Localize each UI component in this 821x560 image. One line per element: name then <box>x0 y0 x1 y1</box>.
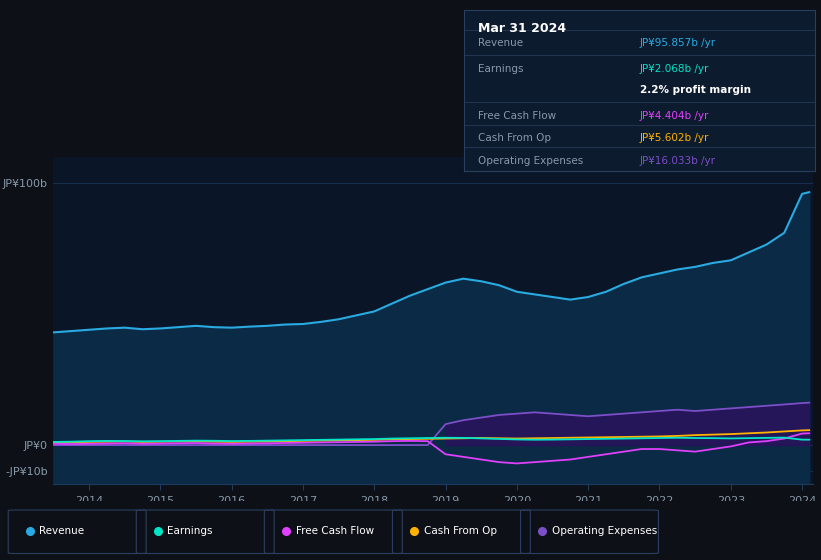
Text: 2.2% profit margin: 2.2% profit margin <box>640 85 750 95</box>
Text: JP¥5.602b /yr: JP¥5.602b /yr <box>640 133 709 143</box>
Text: Revenue: Revenue <box>478 38 523 48</box>
Text: JP¥2.068b /yr: JP¥2.068b /yr <box>640 64 709 74</box>
Text: Operating Expenses: Operating Expenses <box>552 526 657 535</box>
Text: Operating Expenses: Operating Expenses <box>478 156 583 166</box>
Text: Mar 31 2024: Mar 31 2024 <box>478 22 566 35</box>
Text: JP¥95.857b /yr: JP¥95.857b /yr <box>640 38 716 48</box>
Text: Cash From Op: Cash From Op <box>424 526 497 535</box>
Text: Free Cash Flow: Free Cash Flow <box>296 526 374 535</box>
Text: JP¥16.033b /yr: JP¥16.033b /yr <box>640 156 716 166</box>
Text: JP¥4.404b /yr: JP¥4.404b /yr <box>640 111 709 121</box>
Text: Cash From Op: Cash From Op <box>478 133 551 143</box>
Text: Revenue: Revenue <box>39 526 85 535</box>
Text: Earnings: Earnings <box>167 526 213 535</box>
Text: Earnings: Earnings <box>478 64 524 74</box>
Text: Free Cash Flow: Free Cash Flow <box>478 111 556 121</box>
